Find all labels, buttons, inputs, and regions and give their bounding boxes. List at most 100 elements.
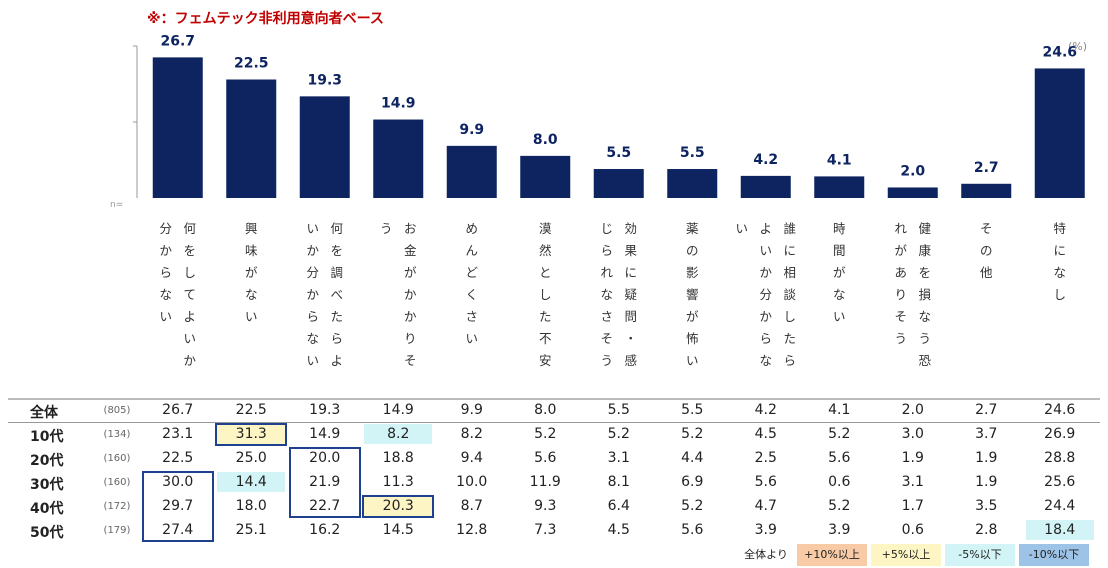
- table-cell: 3.1: [901, 474, 924, 490]
- table-cell: 5.5: [681, 402, 704, 418]
- table-cell: 5.2: [681, 426, 704, 442]
- table-cell: 22.7: [309, 498, 341, 514]
- row-sample-size: (172): [103, 501, 131, 512]
- row-sample-size: (160): [103, 477, 131, 488]
- table-row: 40代 (172) 29.7 18.0 22.7 20.3 8.7 9.3 6.4 5.2 4.7 5…: [0, 494, 1108, 518]
- legend-item: +5%以上: [871, 544, 941, 566]
- bar-6: [520, 155, 571, 198]
- bar-value-label: 5.5: [680, 145, 705, 161]
- table-cell: 5.2: [607, 426, 630, 442]
- row-label: 40代: [30, 501, 64, 517]
- table-row: 10代 (134) 23.1 31.3 14.9 8.2 8.2 5.2 5.2 5.2 4.5 5.…: [0, 422, 1108, 446]
- table-row: 50代 (179) 27.4 25.1 16.2 14.5 12.8 7.3 4.5 5.6 3.9…: [0, 518, 1108, 542]
- bar-2: [226, 79, 277, 198]
- category-label: 何を調べたらよいか分からない: [306, 221, 343, 368]
- table-cell: 4.7: [754, 498, 777, 514]
- category-label: 何をしてよいか分からない: [159, 221, 196, 368]
- bar-11: [887, 187, 938, 198]
- table-cell: 4.4: [681, 450, 704, 466]
- highlight-box: [141, 471, 214, 542]
- table-cell: 16.2: [309, 522, 341, 538]
- table-cell: 1.7: [901, 498, 924, 514]
- table-cell: 20.0: [309, 450, 341, 466]
- bar-7: [593, 169, 644, 198]
- row-label: 全体: [30, 405, 58, 421]
- base-note: ※：フェムテック非利用意向者ベース: [147, 11, 384, 27]
- table-row: 30代 (160) 30.0 14.4 21.9 11.3 10.0 11.9 8.1 6.9 5.…: [0, 470, 1108, 494]
- table-cell: 7.3: [534, 522, 557, 538]
- table-cell: 0.6: [901, 522, 924, 538]
- bar-3: [299, 96, 350, 198]
- table-separator: [8, 422, 1100, 423]
- bar-13: [1034, 68, 1085, 198]
- table-cell: 14.9: [309, 426, 341, 442]
- table-cell: 10.0: [456, 474, 488, 490]
- bar-value-label: 2.0: [900, 163, 925, 179]
- bar-value-label: 24.6: [1042, 44, 1077, 60]
- table-cell: 4.1: [828, 402, 851, 418]
- table-cell: 2.5: [754, 450, 777, 466]
- table-cell: 5.5: [607, 402, 630, 418]
- table-cell: 3.7: [975, 426, 998, 442]
- highlight-box: [215, 423, 288, 446]
- table-cell: 22.5: [235, 402, 267, 418]
- table-cell: 9.3: [534, 498, 557, 514]
- table-cell: 1.9: [901, 450, 924, 466]
- category-label: 健康を損なう恐れがありそう: [894, 221, 931, 368]
- table-cell: 5.2: [828, 426, 851, 442]
- n-mark: n=: [110, 200, 123, 210]
- table-cell: 0.6: [828, 474, 851, 490]
- table-cell: 12.8: [456, 522, 488, 538]
- table-cell: 4.2: [754, 402, 777, 418]
- bar-value-label: 4.1: [827, 152, 852, 168]
- category-label: 漠然とした不安: [538, 221, 552, 368]
- table-cell: 24.6: [1044, 402, 1076, 418]
- table-cell: 20.3: [364, 496, 433, 516]
- category-label: 興味がない: [244, 221, 258, 324]
- table-cell: 25.0: [235, 450, 267, 466]
- highlight-box: [362, 495, 435, 518]
- bar-value-label: 2.7: [974, 160, 999, 176]
- table-cell: 27.4: [162, 522, 194, 538]
- legend-item: +10%以上: [797, 544, 867, 566]
- bar-9: [740, 175, 791, 198]
- table-cell: 9.4: [460, 450, 483, 466]
- table-cell: 8.2: [460, 426, 483, 442]
- table-cell: 8.1: [607, 474, 630, 490]
- table-cell: 6.4: [607, 498, 630, 514]
- row-sample-size: (179): [103, 525, 131, 536]
- row-sample-size: (134): [103, 429, 131, 440]
- table-cell: 26.9: [1044, 426, 1076, 442]
- bar-chart: n= 26.7 22.5 19.3 14.9 9.9 8.0 5.5 5.5 4.2 4.1 2.0 2…: [110, 33, 1085, 210]
- table-cell: 3.5: [975, 498, 998, 514]
- bar-value-label: 22.5: [234, 56, 269, 72]
- table-cell: 28.8: [1044, 450, 1076, 466]
- table-cell: 30.0: [162, 474, 194, 490]
- table-cell: 5.2: [681, 498, 704, 514]
- bar-value-label: 9.9: [459, 122, 484, 138]
- table-cell: 25.1: [235, 522, 267, 538]
- bar-10: [814, 176, 865, 198]
- row-label: 20代: [30, 453, 64, 469]
- bar-value-label: 19.3: [307, 72, 342, 88]
- table-cell: 3.9: [754, 522, 777, 538]
- table-cell: 22.5: [162, 450, 194, 466]
- table-cell: 5.6: [754, 474, 777, 490]
- table-cell: 8.0: [534, 402, 557, 418]
- category-label: 時間がない: [832, 221, 846, 324]
- row-label: 30代: [30, 477, 64, 493]
- table-cell: 14.9: [382, 402, 414, 418]
- table-cell: 2.7: [975, 402, 998, 418]
- table-cell: 3.9: [828, 522, 851, 538]
- table-cell: 14.4: [217, 472, 286, 492]
- table-separator: [8, 398, 1100, 400]
- table-cell: 14.5: [382, 522, 414, 538]
- table-cell: 24.4: [1044, 498, 1076, 514]
- table-cell: 6.9: [681, 474, 704, 490]
- category-label: 特になし: [1053, 221, 1066, 302]
- table-cell: 18.8: [382, 450, 414, 466]
- table-row: 全体 (805) 26.7 22.5 19.3 14.9 9.9 8.0 5.5 5.5 4.2 4.…: [0, 398, 1108, 422]
- category-label: めんどくさい: [465, 221, 478, 346]
- category-label: その他: [979, 221, 993, 280]
- row-sample-size: (805): [103, 405, 131, 416]
